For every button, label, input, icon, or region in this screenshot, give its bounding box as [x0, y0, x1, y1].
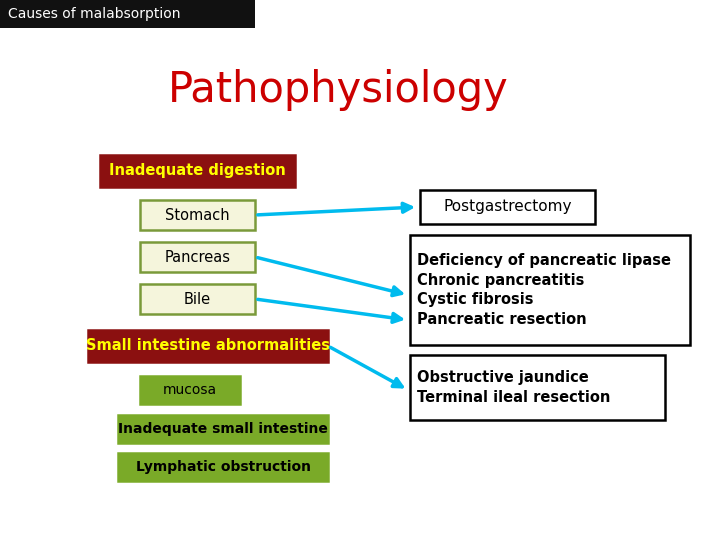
Bar [140, 284, 255, 314]
Text: Causes of malabsorption: Causes of malabsorption [8, 7, 181, 21]
Bar [140, 242, 255, 272]
Bar [0, 0, 255, 28]
Bar [420, 190, 595, 224]
Text: Stomach: Stomach [165, 207, 230, 222]
Text: Deficiency of pancreatic lipase
Chronic pancreatitis
Cystic fibrosis
Pancreatic : Deficiency of pancreatic lipase Chronic … [417, 253, 671, 327]
Text: Postgastrectomy: Postgastrectomy [444, 199, 572, 214]
Text: Inadequate small intestine: Inadequate small intestine [118, 422, 328, 436]
Text: Pancreas: Pancreas [164, 249, 230, 265]
Text: Pathophysiology: Pathophysiology [168, 69, 509, 111]
Bar [140, 376, 240, 404]
Bar [140, 200, 255, 230]
Text: mucosa: mucosa [163, 383, 217, 397]
Bar [118, 415, 328, 443]
Bar [410, 235, 690, 345]
Bar [100, 155, 295, 187]
Bar [410, 355, 665, 420]
Text: Small intestine abnormalities: Small intestine abnormalities [86, 339, 330, 354]
Text: Bile: Bile [184, 292, 211, 307]
Bar [88, 330, 328, 362]
Text: Inadequate digestion: Inadequate digestion [109, 164, 286, 179]
Bar [118, 453, 328, 481]
Text: Lymphatic obstruction: Lymphatic obstruction [135, 460, 310, 474]
Text: Obstructive jaundice
Terminal ileal resection: Obstructive jaundice Terminal ileal rese… [417, 370, 611, 405]
